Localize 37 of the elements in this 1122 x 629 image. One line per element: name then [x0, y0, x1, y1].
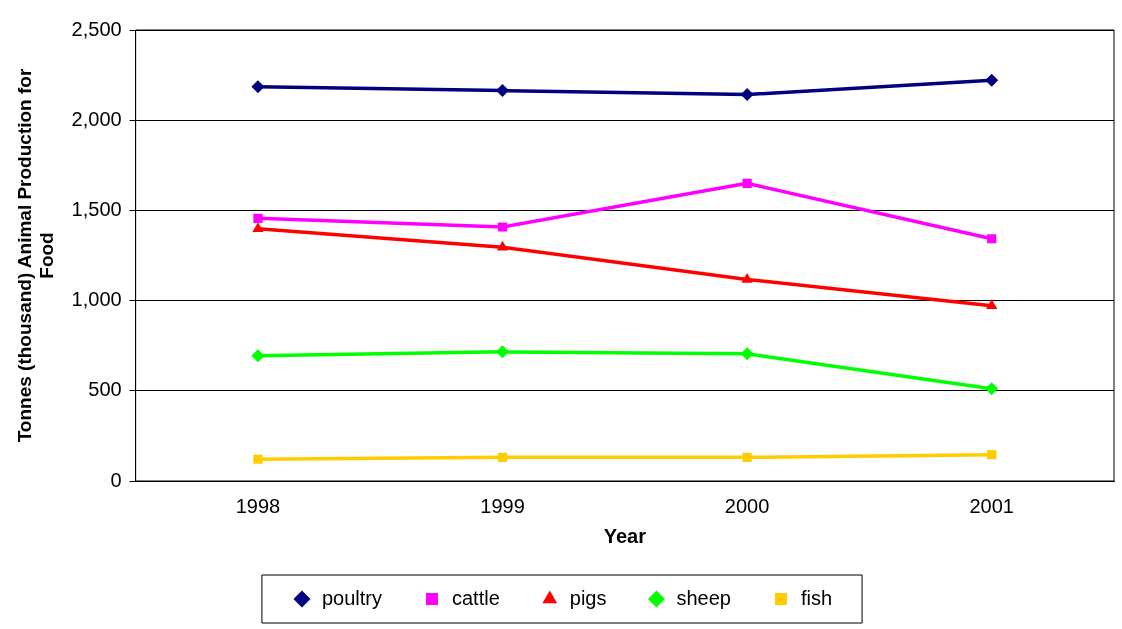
point [496, 240, 509, 251]
legend-label: sheep [676, 586, 731, 609]
y-tick-label: 1,500 [71, 197, 122, 220]
point [985, 382, 999, 396]
y-tick-label: 2,500 [71, 17, 122, 40]
point [497, 452, 508, 462]
point [496, 345, 510, 359]
point [252, 222, 264, 233]
x-tick-label: 1999 [480, 494, 525, 517]
point [740, 88, 754, 102]
point [251, 80, 265, 94]
x-tick-label: 1998 [235, 494, 281, 517]
y-tick-label: 500 [88, 378, 122, 401]
legend-label: cattle [451, 586, 500, 609]
point [741, 272, 753, 283]
point [496, 84, 510, 98]
point [987, 234, 997, 244]
y-tick-label: 2,000 [71, 107, 122, 130]
point [740, 347, 754, 361]
point [253, 213, 263, 223]
point [742, 452, 752, 462]
y-tick-label: 1,000 [71, 288, 122, 311]
point [985, 73, 999, 87]
legend-label: poultry [321, 586, 382, 609]
x-tick-label: 2000 [724, 494, 770, 517]
point [742, 178, 752, 188]
point [251, 349, 265, 363]
point [986, 299, 998, 310]
point [987, 450, 997, 460]
x-tick-label: 2001 [969, 494, 1014, 517]
x-axis-title: Year [603, 524, 647, 547]
y-tick-label: 0 [110, 468, 122, 491]
y-axis-title: Tonnes (thousand) Animal Production for Food [13, 68, 58, 443]
legend-label: pigs [569, 586, 607, 609]
point [497, 222, 508, 232]
legend-label: fish [800, 586, 833, 609]
point [253, 454, 263, 464]
